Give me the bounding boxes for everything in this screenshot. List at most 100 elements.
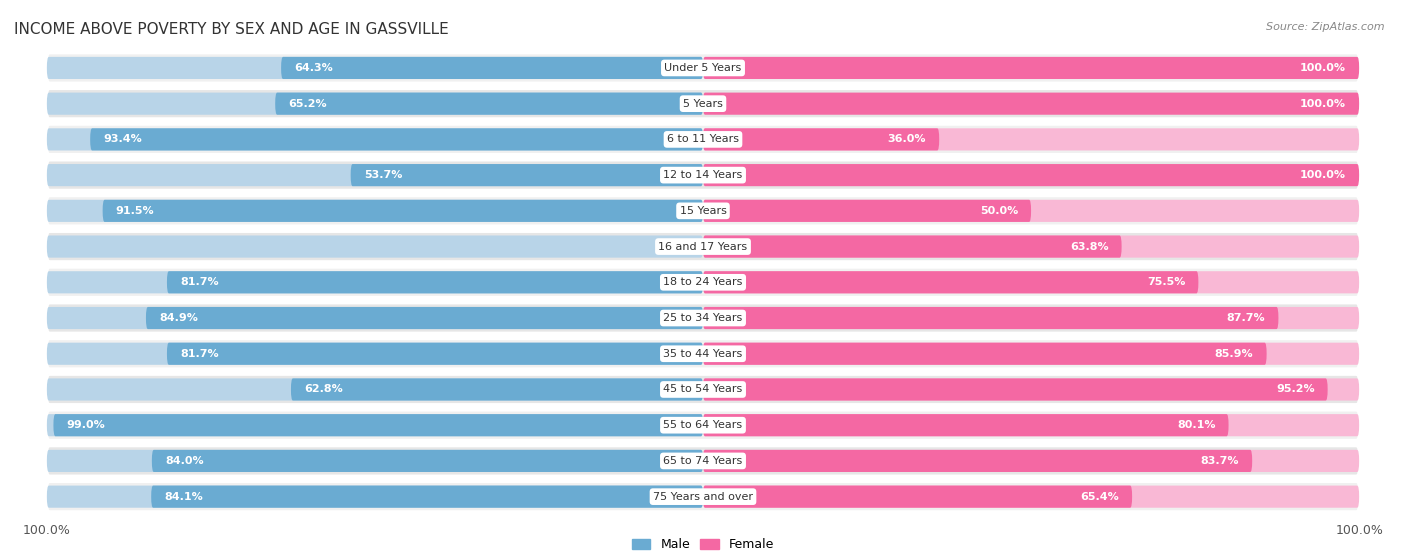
Text: 84.9%: 84.9% <box>159 313 198 323</box>
FancyBboxPatch shape <box>703 200 1360 222</box>
Text: 99.0%: 99.0% <box>66 420 105 430</box>
FancyBboxPatch shape <box>46 160 1360 190</box>
FancyBboxPatch shape <box>46 339 1360 368</box>
Text: 65.2%: 65.2% <box>288 99 328 108</box>
FancyBboxPatch shape <box>152 486 703 508</box>
FancyBboxPatch shape <box>350 164 703 186</box>
FancyBboxPatch shape <box>46 486 703 508</box>
FancyBboxPatch shape <box>146 307 703 329</box>
Text: 65 to 74 Years: 65 to 74 Years <box>664 456 742 466</box>
FancyBboxPatch shape <box>703 414 1229 436</box>
Text: 100.0%: 100.0% <box>1301 99 1346 108</box>
FancyBboxPatch shape <box>703 93 1360 115</box>
FancyBboxPatch shape <box>703 414 1360 436</box>
Text: 35 to 44 Years: 35 to 44 Years <box>664 349 742 359</box>
Text: 55 to 64 Years: 55 to 64 Years <box>664 420 742 430</box>
Text: Under 5 Years: Under 5 Years <box>665 63 741 73</box>
FancyBboxPatch shape <box>167 343 703 365</box>
FancyBboxPatch shape <box>167 271 703 293</box>
FancyBboxPatch shape <box>46 482 1360 511</box>
FancyBboxPatch shape <box>281 57 703 79</box>
FancyBboxPatch shape <box>703 307 1360 329</box>
FancyBboxPatch shape <box>46 446 1360 476</box>
Text: 36.0%: 36.0% <box>887 134 927 144</box>
Text: 81.7%: 81.7% <box>180 277 219 287</box>
Text: 62.8%: 62.8% <box>304 385 343 395</box>
Text: 6 to 11 Years: 6 to 11 Years <box>666 134 740 144</box>
Text: 64.3%: 64.3% <box>294 63 333 73</box>
FancyBboxPatch shape <box>46 200 703 222</box>
FancyBboxPatch shape <box>291 378 703 401</box>
FancyBboxPatch shape <box>703 129 939 150</box>
FancyBboxPatch shape <box>53 414 703 436</box>
FancyBboxPatch shape <box>46 53 1360 83</box>
FancyBboxPatch shape <box>46 378 703 401</box>
FancyBboxPatch shape <box>46 307 703 329</box>
FancyBboxPatch shape <box>703 450 1360 472</box>
Text: 85.9%: 85.9% <box>1215 349 1254 359</box>
FancyBboxPatch shape <box>703 486 1360 508</box>
Text: 15 Years: 15 Years <box>679 206 727 216</box>
Text: 84.1%: 84.1% <box>165 492 202 501</box>
Text: 100.0%: 100.0% <box>1301 170 1346 180</box>
Text: 25 to 34 Years: 25 to 34 Years <box>664 313 742 323</box>
FancyBboxPatch shape <box>703 57 1360 79</box>
FancyBboxPatch shape <box>46 235 703 258</box>
FancyBboxPatch shape <box>703 486 1132 508</box>
FancyBboxPatch shape <box>703 378 1327 401</box>
FancyBboxPatch shape <box>703 129 1360 150</box>
FancyBboxPatch shape <box>703 343 1267 365</box>
Text: 81.7%: 81.7% <box>180 349 219 359</box>
Text: 12 to 14 Years: 12 to 14 Years <box>664 170 742 180</box>
FancyBboxPatch shape <box>46 414 703 436</box>
Text: 100.0%: 100.0% <box>1301 63 1346 73</box>
FancyBboxPatch shape <box>703 235 1360 258</box>
FancyBboxPatch shape <box>46 57 703 79</box>
Text: 91.5%: 91.5% <box>115 206 155 216</box>
Text: 87.7%: 87.7% <box>1226 313 1265 323</box>
Text: 5 Years: 5 Years <box>683 99 723 108</box>
Text: 83.7%: 83.7% <box>1201 456 1239 466</box>
FancyBboxPatch shape <box>46 375 1360 404</box>
FancyBboxPatch shape <box>703 200 1031 222</box>
FancyBboxPatch shape <box>703 164 1360 186</box>
Text: 93.4%: 93.4% <box>103 134 142 144</box>
FancyBboxPatch shape <box>46 196 1360 225</box>
Text: Source: ZipAtlas.com: Source: ZipAtlas.com <box>1267 22 1385 32</box>
FancyBboxPatch shape <box>46 271 703 293</box>
FancyBboxPatch shape <box>703 307 1278 329</box>
Text: 65.4%: 65.4% <box>1080 492 1119 501</box>
Text: 16 and 17 Years: 16 and 17 Years <box>658 241 748 252</box>
Text: 63.8%: 63.8% <box>1070 241 1108 252</box>
Text: 0.0%: 0.0% <box>665 241 693 252</box>
Text: 50.0%: 50.0% <box>980 206 1018 216</box>
FancyBboxPatch shape <box>46 410 1360 440</box>
FancyBboxPatch shape <box>703 450 1253 472</box>
Text: 53.7%: 53.7% <box>364 170 402 180</box>
FancyBboxPatch shape <box>703 271 1360 293</box>
FancyBboxPatch shape <box>46 450 703 472</box>
Text: 80.1%: 80.1% <box>1177 420 1215 430</box>
FancyBboxPatch shape <box>46 125 1360 154</box>
FancyBboxPatch shape <box>46 232 1360 261</box>
FancyBboxPatch shape <box>46 268 1360 297</box>
Text: 18 to 24 Years: 18 to 24 Years <box>664 277 742 287</box>
FancyBboxPatch shape <box>103 200 703 222</box>
FancyBboxPatch shape <box>46 129 703 150</box>
FancyBboxPatch shape <box>276 93 703 115</box>
FancyBboxPatch shape <box>703 343 1360 365</box>
FancyBboxPatch shape <box>46 89 1360 119</box>
FancyBboxPatch shape <box>90 129 703 150</box>
FancyBboxPatch shape <box>703 271 1198 293</box>
Text: 95.2%: 95.2% <box>1275 385 1315 395</box>
FancyBboxPatch shape <box>703 378 1360 401</box>
FancyBboxPatch shape <box>46 304 1360 333</box>
FancyBboxPatch shape <box>46 164 703 186</box>
Legend: Male, Female: Male, Female <box>627 533 779 556</box>
Text: 75 Years and over: 75 Years and over <box>652 492 754 501</box>
FancyBboxPatch shape <box>152 450 703 472</box>
Text: INCOME ABOVE POVERTY BY SEX AND AGE IN GASSVILLE: INCOME ABOVE POVERTY BY SEX AND AGE IN G… <box>14 22 449 36</box>
FancyBboxPatch shape <box>46 343 703 365</box>
FancyBboxPatch shape <box>46 93 703 115</box>
Text: 84.0%: 84.0% <box>165 456 204 466</box>
